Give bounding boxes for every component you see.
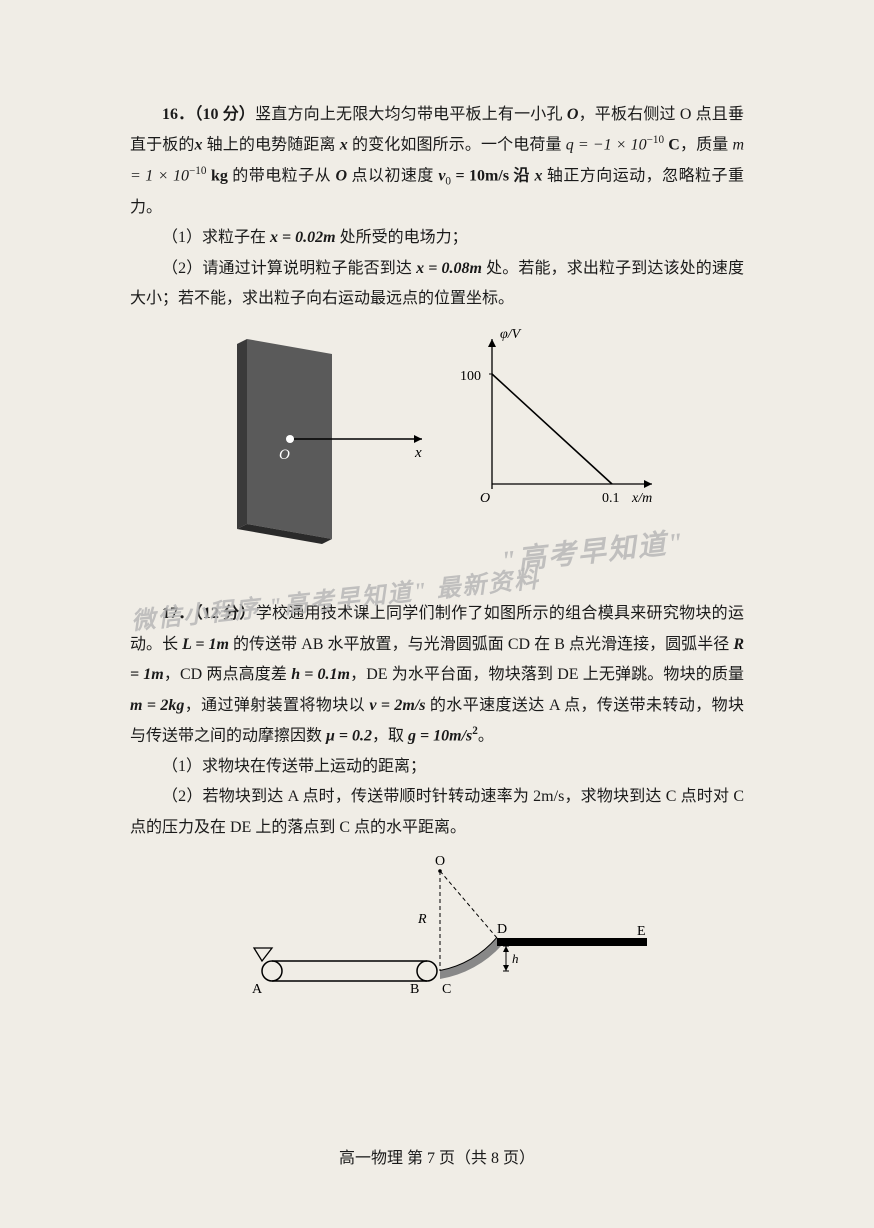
fig-A: A [252, 982, 263, 997]
page-footer: 高一物理 第 7 页（共 8 页） [0, 1144, 874, 1168]
q16-sub2: （2）请通过计算说明粒子能否到达 x = 0.08m 处。若能，求出粒子到达该处… [130, 254, 744, 315]
q17-stem: 17．（12 分）学校通用技术课上同学们制作了如图所示的组合模具来研究物块的运动… [130, 599, 744, 751]
fig-B: B [410, 982, 419, 997]
q16-figures: O x φ/V 100 O 0.1 [130, 324, 744, 554]
fig-R: R [417, 912, 427, 927]
graph-ylabel: φ/V [500, 327, 522, 342]
plate-label-x: x [414, 445, 422, 461]
graph-y100: 100 [460, 369, 481, 384]
q16-graph: φ/V 100 O 0.1 x/m [452, 324, 662, 524]
q16-points: （10 分） [194, 106, 255, 123]
q16-sub1: （1）求粒子在 x = 0.02m 处所受的电场力； [130, 223, 744, 253]
fig-C: C [442, 982, 451, 997]
graph-xlabel: x/m [631, 491, 652, 506]
fig-h: h [512, 951, 519, 966]
q17-sub1: （1）求物块在传送带上运动的距离； [130, 752, 744, 782]
q17-sub2: （2）若物块到达 A 点时，传送带顺时针转动速率为 2m/s，求物块到达 C 点… [130, 782, 744, 843]
graph-xtick: 0.1 [602, 491, 620, 506]
q16-plate-figure: O x [212, 324, 432, 554]
q17-points: （12 分） [195, 605, 256, 622]
q16-number: 16． [162, 106, 194, 123]
q16-stem: 16．（10 分）竖直方向上无限大均匀带电平板上有一小孔 O，平板右侧过 O 点… [130, 100, 744, 223]
q17-figure: O R h A [222, 853, 652, 1003]
plate-label-O: O [279, 447, 290, 463]
q17-number: 17． [162, 605, 195, 622]
fig-O: O [435, 854, 445, 869]
fig-E: E [637, 924, 646, 939]
fig-D: D [497, 922, 507, 937]
graph-origin: O [480, 491, 490, 506]
